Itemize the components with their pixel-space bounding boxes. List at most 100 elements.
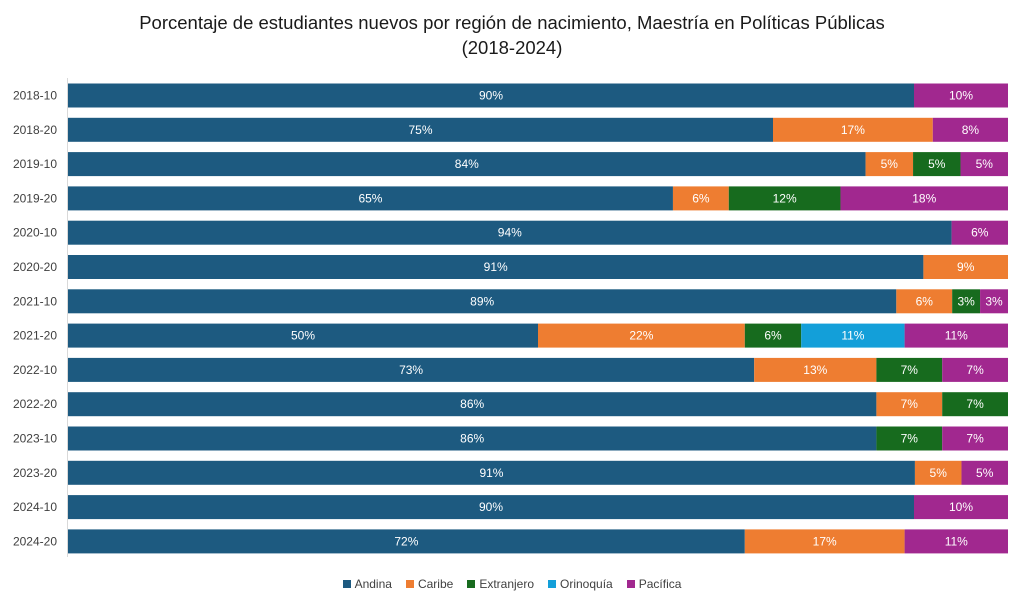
data-label: 3%	[985, 294, 1003, 308]
legend: Andina Caribe Extranjero Orinoquía Pacífica	[0, 577, 1024, 591]
data-label: 94%	[498, 226, 522, 240]
y-tick-label: 2018-10	[13, 89, 57, 103]
y-tick-label: 2023-20	[13, 466, 57, 480]
bar-segment	[68, 460, 915, 485]
bar-segment	[865, 152, 914, 177]
legend-label: Extranjero	[479, 577, 535, 591]
bar-segment	[68, 529, 745, 554]
bars-layer: 90% 10% 75% 17% 8% 84% 5% 5% 5% 65% 6% 12% 18% 94% 6% 9…	[68, 83, 1008, 554]
bar-segment	[728, 186, 841, 211]
y-tick-label: 2020-10	[13, 226, 57, 240]
data-label: 5%	[930, 466, 948, 480]
data-label: 11%	[945, 534, 968, 548]
y-tick-label: 2019-20	[13, 191, 57, 205]
data-label: 6%	[764, 329, 782, 343]
y-tick-label: 2018-20	[13, 123, 57, 137]
data-label: 7%	[966, 432, 984, 446]
data-label: 86%	[460, 397, 484, 411]
data-label: 5%	[928, 157, 946, 171]
data-label: 90%	[479, 89, 503, 103]
bar-segment	[932, 117, 1008, 142]
y-tick-label: 2019-10	[13, 157, 57, 171]
data-label: 7%	[966, 363, 984, 377]
chart-title-line-1: Porcentaje de estudiantes nuevos por reg…	[139, 12, 885, 33]
bar-segment	[942, 426, 1008, 451]
bar-segment	[876, 357, 943, 382]
y-tick-label: 2024-10	[13, 500, 57, 514]
data-label: 50%	[291, 329, 315, 343]
bar-segment	[914, 460, 962, 485]
data-label: 91%	[479, 466, 503, 480]
y-tick-label: 2020-20	[13, 260, 57, 274]
data-label: 91%	[484, 260, 508, 274]
legend-item: Andina	[342, 577, 392, 591]
bar-segment	[923, 255, 1008, 279]
y-axis-labels: 2018-10 2018-20 2019-10 2019-20 2020-10 2020-…	[13, 89, 57, 549]
data-label: 84%	[455, 157, 479, 171]
y-tick-label: 2022-20	[13, 397, 57, 411]
data-label: 13%	[803, 363, 827, 377]
bar-segment	[68, 117, 773, 142]
bar-segment	[68, 426, 877, 451]
chart-title: Porcentaje de estudiantes nuevos por reg…	[0, 10, 1024, 60]
bar-segment	[68, 220, 952, 245]
data-label: 10%	[949, 500, 973, 514]
bar-segment	[68, 255, 924, 279]
data-label: 17%	[813, 534, 837, 548]
data-label: 9%	[957, 260, 975, 274]
bar-segment	[840, 186, 1008, 211]
legend-item: Caribe	[405, 577, 454, 591]
data-label: 12%	[773, 191, 797, 205]
data-label: 5%	[881, 157, 899, 171]
bar-segment	[773, 117, 933, 142]
data-label: 7%	[966, 397, 984, 411]
bar-segment	[896, 289, 953, 314]
legend-label: Caribe	[417, 577, 454, 591]
bar-segment	[942, 392, 1008, 417]
data-label: 90%	[479, 500, 503, 514]
data-label: 73%	[399, 363, 423, 377]
data-label: 7%	[901, 432, 919, 446]
y-tick-label: 2022-10	[13, 363, 57, 377]
legend-swatch	[342, 580, 351, 588]
bar-segment	[960, 152, 1008, 177]
legend-label: Pacífica	[638, 577, 682, 591]
legend-label: Andina	[354, 577, 392, 591]
bar-segment	[980, 289, 1008, 314]
legend-item: Extranjero	[467, 577, 534, 591]
legend-swatch	[405, 580, 414, 588]
bar-segment	[951, 220, 1008, 245]
bar-segment	[904, 529, 1008, 554]
bar-segment	[744, 323, 802, 348]
data-label: 11%	[841, 329, 864, 343]
bar-segment	[68, 186, 673, 211]
bar-segment	[68, 83, 914, 108]
legend-label: Orinoquía	[560, 577, 613, 591]
data-label: 17%	[841, 123, 865, 137]
bar-segment	[913, 152, 961, 177]
legend-swatch	[626, 580, 635, 588]
y-tick-label: 2021-20	[13, 329, 57, 343]
bar-segment	[68, 289, 897, 314]
bar-segment	[876, 426, 943, 451]
data-label: 75%	[408, 123, 432, 137]
legend-swatch	[467, 580, 476, 588]
bar-segment	[68, 357, 755, 382]
data-label: 86%	[460, 432, 484, 446]
bar-segment	[914, 495, 1008, 520]
bar-segment	[672, 186, 729, 211]
chart-title-line-2: (2018-2024)	[461, 37, 563, 58]
data-label: 10%	[949, 89, 973, 103]
bar-segment	[68, 323, 538, 348]
legend-item: Pacífica	[626, 577, 682, 591]
y-tick-label: 2021-10	[13, 294, 57, 308]
bar-segment	[801, 323, 905, 348]
bar-segment	[68, 495, 914, 520]
data-label: 72%	[394, 534, 418, 548]
data-label: 22%	[629, 329, 653, 343]
data-label: 6%	[692, 191, 710, 205]
data-label: 7%	[901, 397, 919, 411]
bar-segment	[961, 460, 1008, 485]
data-label: 8%	[962, 123, 980, 137]
